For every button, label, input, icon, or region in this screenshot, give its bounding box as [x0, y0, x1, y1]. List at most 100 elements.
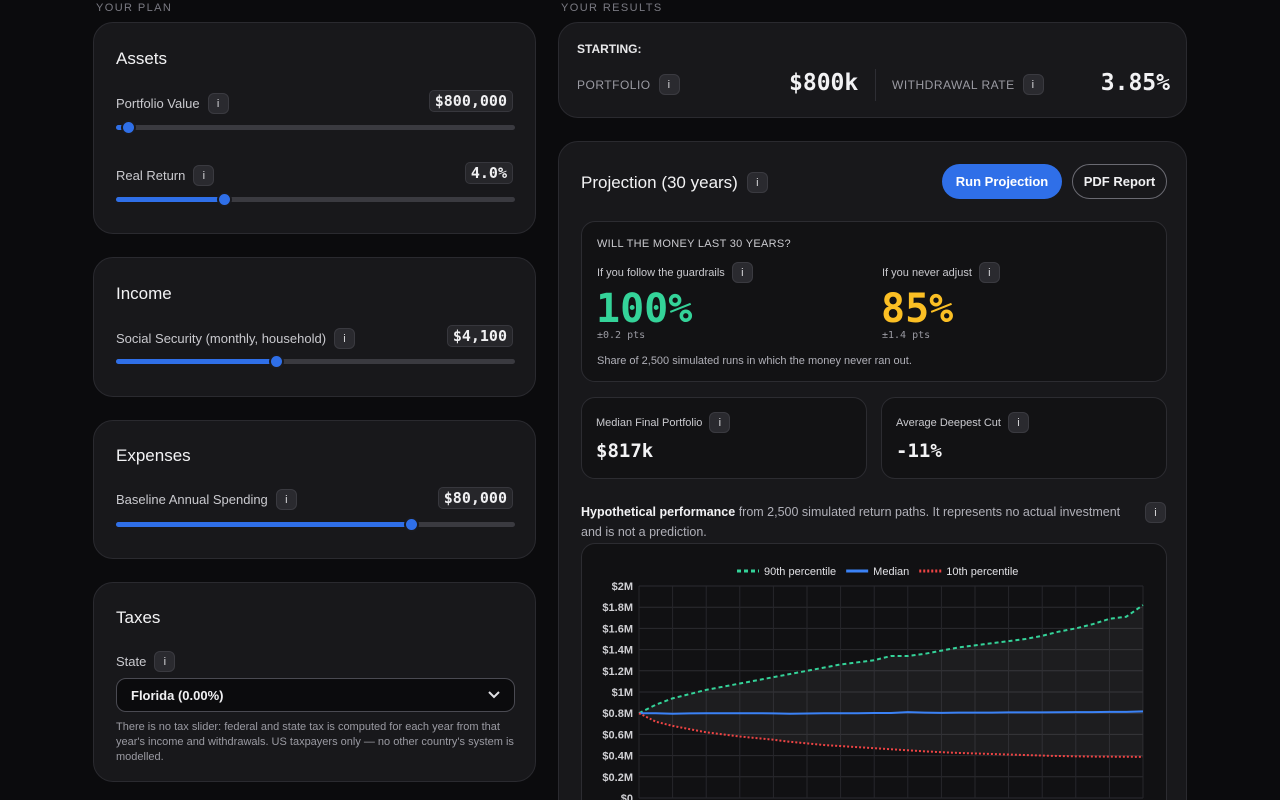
expenses-title: Expenses: [116, 446, 191, 465]
median-final-value: $817k: [596, 440, 654, 462]
guardrails-error: ±0.2 pts: [597, 330, 646, 341]
info-icon[interactable]: i: [709, 412, 731, 433]
slider-thumb[interactable]: [268, 354, 284, 369]
real-return-badge[interactable]: 4.0%: [464, 162, 513, 184]
starting-portfolio-value: $800k: [789, 70, 859, 96]
spending-badge[interactable]: $80,000: [437, 487, 513, 509]
withdrawal-rate-label: WITHDRAWAL RATE i: [892, 74, 1044, 95]
projection-chart: $0 $0.2M $0.4M $0.6M $0.8M $1M $1.2M $1.4M $1.6M…: [602, 566, 1144, 800]
info-icon[interactable]: i: [275, 489, 297, 510]
info-icon[interactable]: i: [334, 328, 356, 349]
real-return-slider[interactable]: [116, 192, 515, 207]
never-adjust-label: If you never adjust i: [882, 262, 1000, 283]
state-text: State: [116, 654, 147, 669]
tax-note: There is no tax slider: federal and stat…: [116, 721, 514, 763]
slider-thumb[interactable]: [404, 517, 420, 532]
y-tick-label: $0.2M: [602, 772, 633, 784]
social-security-badge[interactable]: $4,100: [446, 325, 513, 347]
median-final-label: Median Final Portfolio i: [596, 412, 731, 433]
portfolio-value-badge[interactable]: $800,000: [428, 90, 513, 112]
spending-text: Baseline Annual Spending: [116, 492, 268, 507]
income-card: Income Social Security (monthly, househo…: [93, 257, 536, 397]
y-tick-label: $1.8M: [602, 602, 633, 614]
chart-panel: $0 $0.2M $0.4M $0.6M $0.8M $1M $1.2M $1.4M $1.6M…: [581, 543, 1167, 800]
hypothetical-bold: Hypothetical performance: [581, 505, 736, 519]
slider-fill: [116, 522, 412, 527]
projection-card: Projection (30 years) i Run Projection P…: [558, 141, 1187, 800]
portfolio-value-label: Portfolio Value i: [116, 93, 229, 114]
info-icon[interactable]: i: [658, 74, 680, 95]
starting-portfolio-text: PORTFOLIO: [577, 77, 651, 92]
median-final-text: Median Final Portfolio: [596, 416, 703, 429]
starting-title: STARTING:: [577, 42, 642, 56]
income-title: Income: [116, 284, 172, 303]
social-security-label: Social Security (monthly, household) i: [116, 328, 356, 349]
legend-label: 10th percentile: [946, 566, 1018, 578]
info-icon[interactable]: i: [154, 651, 176, 672]
state-select[interactable]: Florida (0.00%): [116, 678, 515, 712]
hypothetical-text: from 2,500 simulated return paths. It re…: [581, 505, 1121, 539]
info-icon[interactable]: i: [978, 262, 1000, 283]
projection-header: Projection (30 years) i: [581, 172, 768, 193]
divider: [875, 69, 876, 101]
y-tick-label: $0.6M: [602, 729, 633, 741]
never-adjust-error: ±1.4 pts: [882, 330, 931, 341]
slider-thumb[interactable]: [216, 192, 232, 207]
expenses-card: Expenses Baseline Annual Spending i $80,…: [93, 420, 536, 559]
portfolio-value-slider[interactable]: [116, 120, 515, 135]
deepest-cut-value: -11%: [896, 440, 942, 462]
percentile-band: [639, 605, 1143, 757]
guardrails-label: If you follow the guardrails i: [597, 262, 753, 283]
projection-title: Projection (30 years): [581, 172, 738, 192]
social-security-slider[interactable]: [116, 354, 515, 369]
social-security-text: Social Security (monthly, household): [116, 331, 327, 346]
info-icon[interactable]: i: [731, 262, 753, 283]
info-icon[interactable]: i: [746, 172, 768, 193]
hypothetical-note: Hypothetical performance from 2,500 simu…: [581, 502, 1141, 542]
info-icon[interactable]: i: [1145, 502, 1166, 523]
real-return-text: Real Return: [116, 168, 186, 183]
starting-portfolio-label: PORTFOLIO i: [577, 74, 680, 95]
legend-label: Median: [873, 566, 909, 578]
info-icon[interactable]: i: [1007, 412, 1029, 433]
median-final-card: Median Final Portfolio i $817k: [581, 397, 867, 479]
assets-card: Assets Portfolio Value i $800,000 Real R…: [93, 22, 536, 234]
never-adjust-value: 85%: [881, 286, 954, 332]
y-tick-label: $0: [621, 793, 633, 800]
info-icon[interactable]: i: [207, 93, 229, 114]
series-line-10th-percentile: [638, 712, 1144, 758]
pdf-report-button[interactable]: PDF Report: [1072, 164, 1167, 199]
series-line-90th-percentile: [638, 604, 1144, 715]
withdrawal-rate-text: WITHDRAWAL RATE: [892, 77, 1015, 92]
real-return-label: Real Return i: [116, 165, 215, 186]
y-tick-label: $1M: [612, 687, 633, 699]
state-select-value: Florida (0.00%): [131, 687, 224, 703]
y-tick-label: $1.4M: [602, 645, 633, 657]
withdrawal-rate-value: 3.85%: [1100, 70, 1170, 96]
your-plan-label: YOUR PLAN: [96, 2, 173, 14]
share-note: Share of 2,500 simulated runs in which t…: [597, 355, 912, 367]
y-tick-label: $2M: [612, 581, 633, 593]
deepest-cut-card: Average Deepest Cut i -11%: [881, 397, 1167, 479]
run-projection-button[interactable]: Run Projection: [942, 164, 1062, 199]
guardrails-text: If you follow the guardrails: [597, 266, 725, 279]
spending-slider[interactable]: [116, 517, 515, 532]
starting-card: STARTING: PORTFOLIO i $800k WITHDRAWAL R…: [558, 22, 1187, 118]
series-line-median: [639, 710, 1144, 715]
never-adjust-text: If you never adjust: [882, 266, 972, 279]
y-tick-label: $0.4M: [602, 751, 633, 763]
slider-fill: [116, 359, 276, 364]
spending-label: Baseline Annual Spending i: [116, 489, 297, 510]
slider-fill: [116, 197, 224, 202]
info-icon[interactable]: i: [1022, 74, 1044, 95]
question-label: WILL THE MONEY LAST 30 YEARS?: [597, 238, 791, 250]
y-tick-label: $0.8M: [602, 708, 633, 720]
deepest-cut-label: Average Deepest Cut i: [896, 412, 1029, 433]
assets-title: Assets: [116, 49, 168, 68]
info-icon[interactable]: i: [193, 165, 215, 186]
success-box: WILL THE MONEY LAST 30 YEARS? If you fol…: [581, 221, 1167, 382]
slider-thumb[interactable]: [120, 120, 136, 135]
chevron-down-icon: [488, 691, 500, 699]
guardrails-value: 100%: [596, 286, 693, 332]
state-label: State i: [116, 651, 176, 672]
